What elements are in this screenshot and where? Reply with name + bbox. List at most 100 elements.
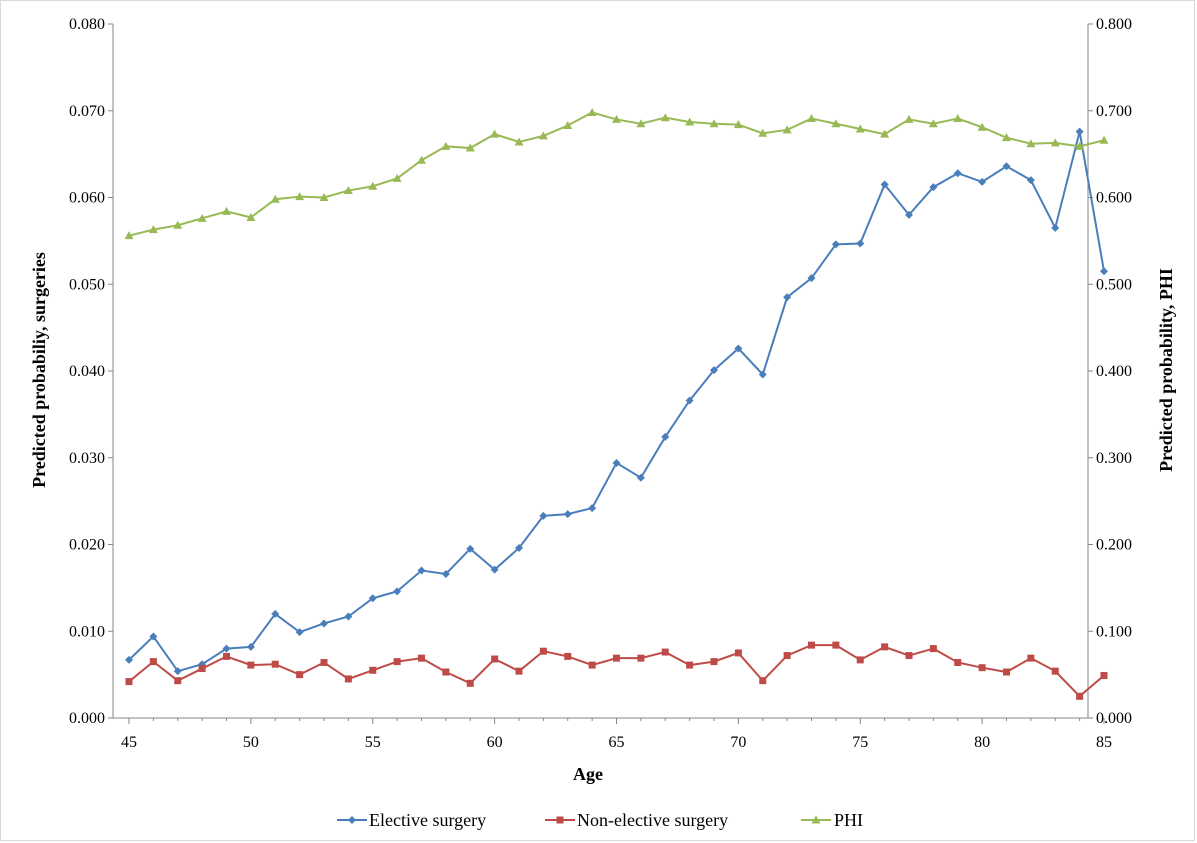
data-point xyxy=(905,210,913,219)
legend-label-elective: Elective surgery xyxy=(369,810,486,830)
series-layer xyxy=(124,107,1109,700)
data-point xyxy=(832,641,840,649)
data-point xyxy=(174,677,182,685)
data-point xyxy=(441,569,450,578)
data-point xyxy=(1050,138,1060,147)
data-point xyxy=(490,565,499,574)
data-point xyxy=(612,458,621,467)
data-point xyxy=(369,666,377,674)
legend: Elective surgery Non-elective surgery PH… xyxy=(337,810,863,830)
left-tick-label: 0.010 xyxy=(69,623,105,640)
data-point xyxy=(929,183,938,192)
legend-label-phi: PHI xyxy=(834,810,863,830)
data-point xyxy=(807,274,816,283)
x-tick-label: 85 xyxy=(1096,734,1112,751)
data-point xyxy=(1075,127,1084,136)
left-tick-label: 0.070 xyxy=(69,103,105,120)
legend-item-elective: Elective surgery xyxy=(337,810,486,830)
data-point xyxy=(1027,654,1035,662)
legend-item-non-elective: Non-elective surgery xyxy=(545,810,728,830)
data-point xyxy=(491,655,499,663)
data-point xyxy=(1100,671,1108,679)
data-point xyxy=(539,511,548,520)
data-point xyxy=(197,213,207,222)
data-point xyxy=(246,212,256,221)
data-point xyxy=(660,113,670,122)
left-tick-label: 0.000 xyxy=(69,710,105,727)
right-tick-label: 0.500 xyxy=(1096,276,1132,293)
legend-label-non-elective: Non-elective surgery xyxy=(577,810,728,830)
data-point xyxy=(1099,135,1109,144)
data-point xyxy=(856,656,864,664)
data-point xyxy=(685,117,695,126)
left-tick-label: 0.020 xyxy=(69,537,105,554)
series-line xyxy=(128,644,1105,698)
data-point xyxy=(392,173,402,182)
data-point xyxy=(417,566,426,575)
data-point xyxy=(686,661,694,669)
data-point xyxy=(563,120,573,129)
legend-swatch-phi-marker xyxy=(811,815,821,824)
left-tick-label: 0.050 xyxy=(69,276,105,293)
data-point xyxy=(319,193,329,201)
right-axis-ticks: 0.000 0.100 0.200 0.300 0.400 0.500 0.600 0.700… xyxy=(1088,16,1132,727)
data-point xyxy=(343,186,353,195)
x-tick-label: 75 xyxy=(852,734,868,751)
right-tick-label: 0.800 xyxy=(1096,16,1132,33)
x-tick-label: 65 xyxy=(609,734,625,751)
x-tick-label: 55 xyxy=(365,734,381,751)
data-point xyxy=(466,544,475,553)
right-tick-label: 0.100 xyxy=(1096,623,1132,640)
data-point xyxy=(563,510,572,519)
data-point xyxy=(637,654,645,662)
data-point xyxy=(1002,162,1011,171)
data-point xyxy=(954,658,962,666)
data-point xyxy=(173,220,183,229)
data-point xyxy=(783,293,792,302)
data-point xyxy=(685,396,694,405)
data-point xyxy=(1026,139,1036,148)
data-point xyxy=(1026,176,1035,185)
data-point xyxy=(904,114,914,123)
data-point xyxy=(125,678,133,686)
data-point xyxy=(271,660,279,668)
data-point xyxy=(881,643,889,651)
data-point xyxy=(538,131,548,140)
data-point xyxy=(978,664,986,672)
data-point xyxy=(856,239,865,248)
x-tick-label: 45 xyxy=(121,734,137,751)
data-point xyxy=(734,344,743,353)
data-point xyxy=(709,119,719,128)
data-point xyxy=(880,180,889,189)
data-point xyxy=(149,658,157,666)
data-point xyxy=(466,679,474,687)
data-point xyxy=(1051,223,1060,232)
data-point xyxy=(953,114,963,123)
x-tick-label: 70 xyxy=(730,734,746,751)
data-point xyxy=(198,665,206,673)
data-point xyxy=(734,649,742,657)
data-point xyxy=(759,677,767,685)
data-point xyxy=(636,119,646,128)
data-point xyxy=(1076,692,1084,700)
left-axis-title: Predicted probabiliy, surgeries xyxy=(29,252,49,488)
axes xyxy=(112,24,1089,719)
right-tick-label: 0.600 xyxy=(1096,190,1132,207)
data-point xyxy=(929,645,937,653)
legend-swatch-elective-marker xyxy=(348,816,356,824)
data-point xyxy=(124,231,134,240)
data-point xyxy=(953,169,962,178)
series-line xyxy=(128,131,1105,673)
data-point xyxy=(612,114,621,123)
data-point xyxy=(783,652,791,660)
data-point xyxy=(148,225,158,234)
data-point xyxy=(393,658,401,666)
x-axis-ticks: 45 50 55 60 65 70 75 80 85 xyxy=(121,718,1112,751)
left-tick-label: 0.080 xyxy=(69,16,105,33)
x-axis-title: Age xyxy=(573,764,603,784)
data-point xyxy=(320,619,328,628)
data-point xyxy=(418,654,425,662)
x-tick-label: 60 xyxy=(487,734,503,751)
